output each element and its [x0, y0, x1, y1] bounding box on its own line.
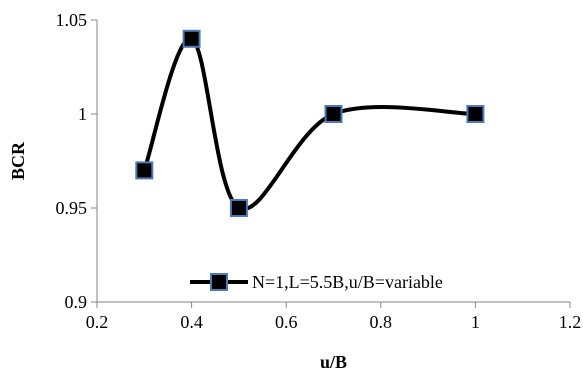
data-point-marker: [135, 161, 154, 180]
x-tick-label: 0.4: [180, 312, 203, 332]
axes: [96, 20, 570, 303]
series: [135, 29, 485, 217]
ticks: 0.9 0.95 1 1.05 0.2 0.4 0.6 0.8 1 1.2: [56, 10, 582, 332]
x-tick-label: 0.6: [275, 312, 298, 332]
data-point-marker: [229, 199, 248, 217]
y-tick-label: 1.05: [56, 10, 88, 30]
series-line: [142, 36, 476, 212]
x-axis-title: u/B: [320, 352, 347, 372]
y-tick-label: 1: [78, 104, 87, 124]
x-tick-label: 0.8: [370, 312, 393, 332]
data-point-marker: [466, 105, 485, 123]
y-axis-title: BCR: [8, 141, 28, 180]
x-tick-label: 1.2: [559, 312, 582, 332]
y-tick-label: 0.9: [65, 292, 88, 312]
x-tick-label: 0.2: [86, 312, 109, 332]
data-point-marker: [182, 29, 201, 48]
x-tick-label: 1: [471, 312, 480, 332]
legend-marker: [210, 273, 228, 291]
data-point-marker: [324, 105, 343, 123]
legend-label: N=1,L=5.5B,u/B=variable: [252, 272, 443, 292]
legend: N=1,L=5.5B,u/B=variable: [190, 272, 443, 292]
y-tick-label: 0.95: [56, 198, 88, 218]
